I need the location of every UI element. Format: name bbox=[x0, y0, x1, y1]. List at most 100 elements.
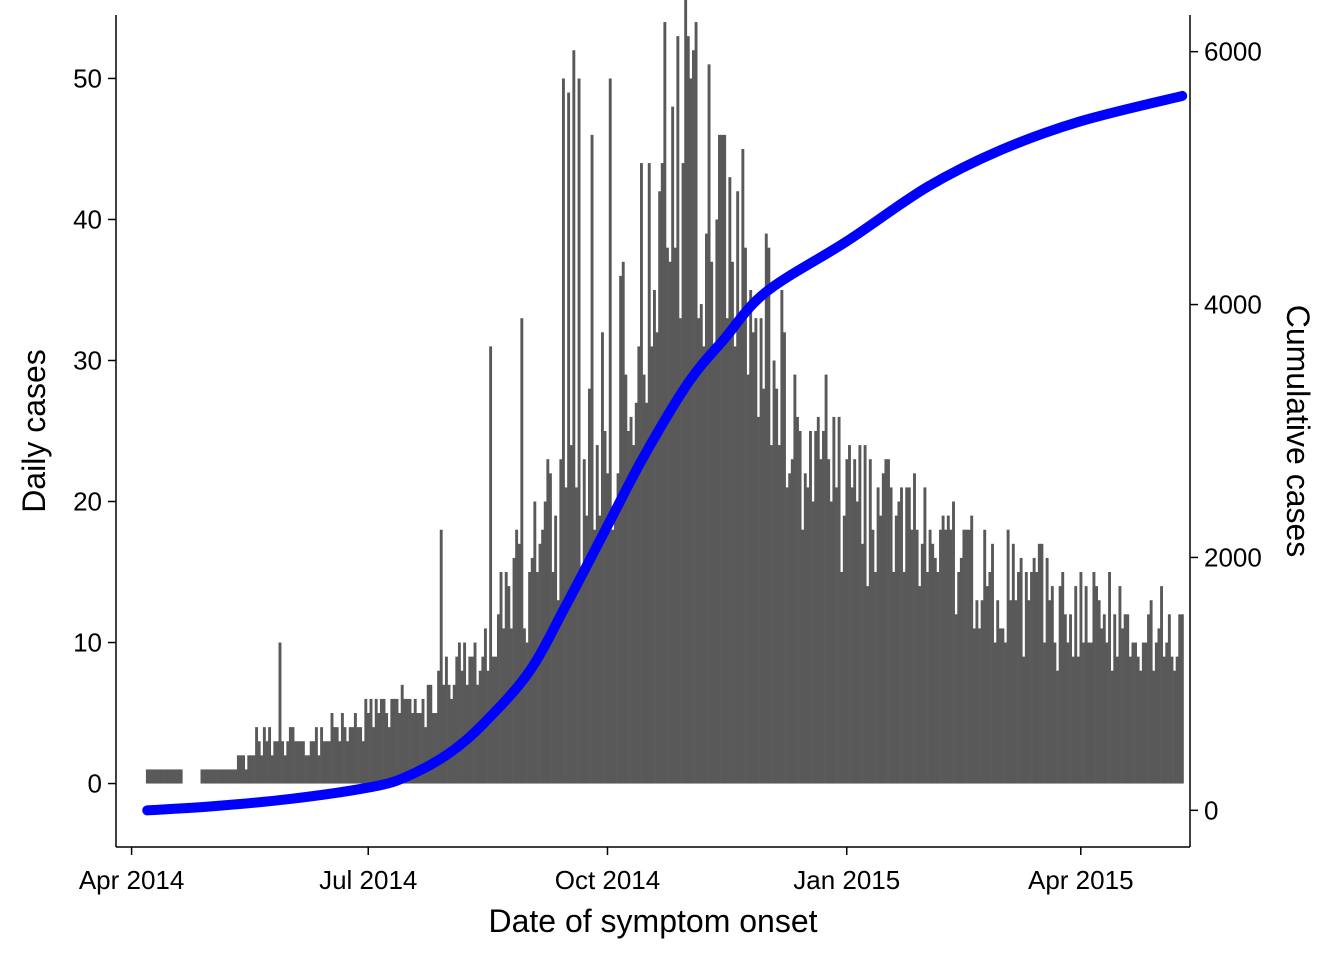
daily-case-bar bbox=[213, 769, 217, 784]
daily-case-bar bbox=[416, 713, 420, 784]
daily-case-bar bbox=[996, 600, 1000, 784]
daily-case-bar bbox=[1066, 642, 1070, 784]
daily-case-bar bbox=[413, 698, 417, 784]
daily-case-bar bbox=[156, 769, 160, 784]
daily-case-bar bbox=[798, 431, 802, 784]
daily-case-bar bbox=[483, 628, 487, 784]
daily-case-bar bbox=[281, 741, 285, 784]
daily-case-bar bbox=[718, 134, 721, 784]
daily-case-bar bbox=[658, 191, 662, 784]
daily-case-bar bbox=[1032, 557, 1036, 784]
daily-case-bar bbox=[855, 501, 859, 784]
daily-case-bar bbox=[881, 473, 885, 784]
daily-case-bar bbox=[993, 642, 997, 784]
daily-case-bar bbox=[900, 487, 903, 784]
daily-case-bar bbox=[710, 261, 714, 784]
daily-case-bar bbox=[640, 163, 643, 784]
daily-case-bar bbox=[897, 501, 901, 784]
daily-case-bar bbox=[1040, 543, 1044, 784]
daily-case-bar bbox=[299, 741, 303, 784]
daily-case-bar bbox=[275, 741, 279, 784]
daily-case-bar bbox=[926, 572, 929, 784]
daily-case-bar bbox=[314, 727, 318, 784]
daily-case-bar bbox=[486, 670, 490, 784]
daily-case-bar bbox=[736, 191, 740, 784]
daily-case-bar bbox=[265, 741, 269, 784]
daily-case-bar bbox=[1102, 614, 1106, 784]
daily-case-bar bbox=[1014, 600, 1018, 784]
daily-case-bar bbox=[457, 642, 461, 784]
daily-case-bar bbox=[928, 529, 932, 784]
daily-case-bar bbox=[520, 318, 524, 784]
daily-case-bar bbox=[1050, 586, 1054, 784]
daily-case-bar bbox=[868, 459, 872, 784]
daily-case-bar bbox=[1152, 670, 1156, 784]
daily-case-bar bbox=[244, 769, 248, 784]
daily-case-bar bbox=[296, 741, 300, 784]
daily-case-bar bbox=[145, 769, 149, 784]
daily-case-bar bbox=[637, 346, 641, 784]
daily-case-bar bbox=[247, 755, 251, 784]
daily-case-bar bbox=[1074, 586, 1078, 784]
daily-case-bar bbox=[933, 557, 937, 784]
daily-case-bar bbox=[1079, 572, 1083, 784]
daily-case-bar bbox=[288, 727, 292, 784]
daily-case-bar bbox=[1108, 572, 1111, 784]
daily-case-bar bbox=[517, 543, 521, 784]
daily-case-bar bbox=[338, 741, 342, 784]
daily-case-bar bbox=[525, 642, 529, 784]
daily-case-bar bbox=[507, 586, 511, 784]
daily-case-bar bbox=[699, 304, 703, 784]
daily-case-bar bbox=[1063, 614, 1067, 784]
daily-case-bar bbox=[1136, 656, 1140, 784]
x-axis-title: Date of symptom onset bbox=[488, 903, 817, 939]
daily-case-bar bbox=[689, 78, 693, 784]
daily-case-bar bbox=[343, 727, 347, 784]
daily-case-bar bbox=[221, 769, 225, 784]
daily-case-bar bbox=[1105, 642, 1109, 784]
daily-case-bar bbox=[613, 515, 617, 784]
daily-case-bar bbox=[975, 600, 979, 784]
daily-case-bar bbox=[346, 741, 350, 784]
daily-case-bar bbox=[874, 572, 877, 784]
daily-case-bar bbox=[819, 459, 823, 784]
daily-case-bar bbox=[499, 572, 503, 784]
daily-case-bar bbox=[788, 473, 792, 784]
daily-case-bar bbox=[351, 727, 355, 784]
daily-case-bar bbox=[744, 247, 747, 784]
y2-tick-label: 0 bbox=[1204, 795, 1218, 825]
daily-case-bar bbox=[952, 501, 955, 784]
daily-case-bar bbox=[759, 318, 763, 784]
daily-case-bar bbox=[754, 318, 758, 784]
daily-case-bar bbox=[608, 78, 612, 784]
daily-case-bar bbox=[1170, 656, 1174, 784]
daily-case-bar bbox=[447, 684, 451, 784]
daily-case-bar bbox=[910, 529, 914, 784]
daily-case-bar bbox=[166, 769, 170, 784]
daily-case-bar bbox=[749, 289, 753, 784]
daily-case-bar bbox=[939, 529, 942, 784]
daily-case-bar bbox=[356, 727, 360, 784]
daily-case-bar bbox=[1134, 642, 1137, 784]
daily-case-bar bbox=[1058, 586, 1062, 784]
daily-case-bar bbox=[312, 741, 316, 784]
daily-case-bar bbox=[470, 656, 474, 784]
daily-case-bar bbox=[1043, 642, 1046, 784]
daily-case-bar bbox=[249, 755, 253, 784]
daily-case-bar bbox=[811, 501, 815, 784]
daily-case-bar bbox=[374, 698, 378, 784]
daily-case-bar bbox=[429, 684, 433, 784]
daily-case-bar bbox=[444, 656, 448, 784]
daily-case-bar bbox=[835, 487, 838, 784]
daily-case-bar bbox=[387, 727, 391, 784]
daily-case-bar bbox=[1149, 600, 1153, 784]
x-tick-label: Apr 2015 bbox=[1028, 865, 1134, 895]
daily-case-bar bbox=[333, 727, 337, 784]
y-tick-label: 20 bbox=[73, 487, 102, 517]
daily-case-bar bbox=[283, 755, 287, 784]
daily-case-bar bbox=[980, 600, 984, 784]
daily-case-bar bbox=[720, 134, 724, 784]
daily-case-bar bbox=[309, 741, 313, 784]
left-y-axis-ticks: 0 10 20 30 40 50 bbox=[73, 63, 116, 799]
daily-case-bar bbox=[158, 769, 162, 784]
